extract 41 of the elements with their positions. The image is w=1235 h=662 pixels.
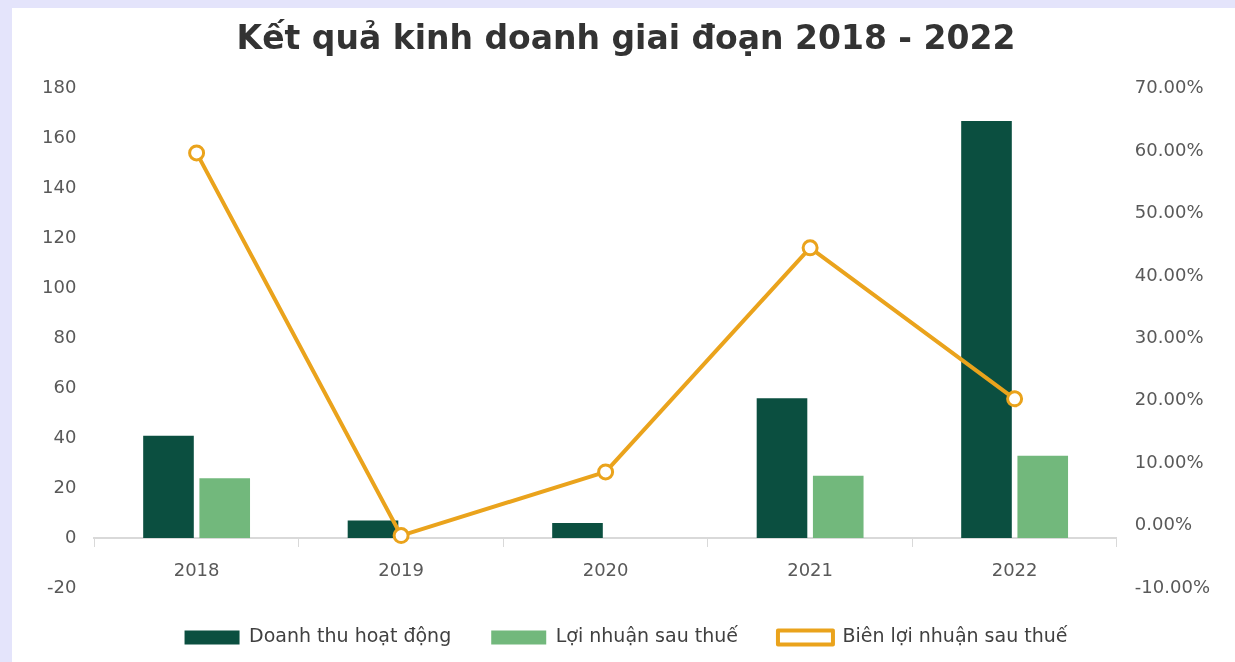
y2-tick-label: 40.00% — [1134, 263, 1204, 285]
bar — [756, 398, 808, 539]
y-tick-label: 20 — [53, 475, 77, 497]
y-tick-label: -20 — [46, 575, 77, 597]
point — [597, 463, 615, 481]
point — [801, 239, 819, 257]
y-tick-label: 100 — [42, 276, 77, 298]
y-tick-label: 160 — [42, 126, 77, 148]
y2-tick-label: 30.00% — [1134, 325, 1204, 347]
y2-tick-label: 10.00% — [1134, 450, 1204, 472]
x-tick-label: 2022 — [991, 558, 1038, 580]
point — [392, 527, 410, 545]
y-tick-label: 40 — [53, 425, 77, 447]
bar — [1017, 455, 1069, 539]
legend-label: Biên lợi nhuận sau thuế — [842, 624, 1068, 647]
y2-tick-label: -10.00% — [1134, 575, 1211, 597]
y-tick-label: 0 — [64, 525, 77, 547]
chart-title: Kết quả kinh doanh giai đoạn 2018 - 2022 — [236, 18, 1016, 58]
bar — [552, 523, 603, 539]
y2-tick-label: 50.00% — [1134, 201, 1204, 223]
bar — [961, 121, 1012, 539]
y-tick-label: 80 — [53, 325, 77, 347]
y-tick-label: 120 — [42, 226, 77, 248]
legend-label: Doanh thu hoạt động — [249, 624, 452, 647]
bar — [199, 478, 251, 539]
bar — [143, 435, 194, 539]
y-tick-label: 60 — [53, 375, 77, 397]
bar — [812, 475, 864, 539]
y2-tick-label: 20.00% — [1134, 388, 1204, 410]
x-tick-label: 2021 — [787, 558, 834, 580]
point — [188, 144, 206, 162]
x-tick-label: 2020 — [582, 558, 629, 580]
y2-tick-label: 70.00% — [1134, 76, 1204, 98]
y2-tick-label: 0.00% — [1134, 513, 1193, 535]
point — [1006, 390, 1024, 408]
x-tick-label: 2018 — [173, 558, 220, 580]
y-tick-label: 180 — [42, 76, 77, 98]
x-tick-label: 2019 — [378, 558, 425, 580]
legend-label: Lợi nhuận sau thuế — [555, 624, 739, 647]
y-tick-label: 140 — [42, 176, 77, 198]
y2-tick-label: 60.00% — [1134, 138, 1204, 160]
